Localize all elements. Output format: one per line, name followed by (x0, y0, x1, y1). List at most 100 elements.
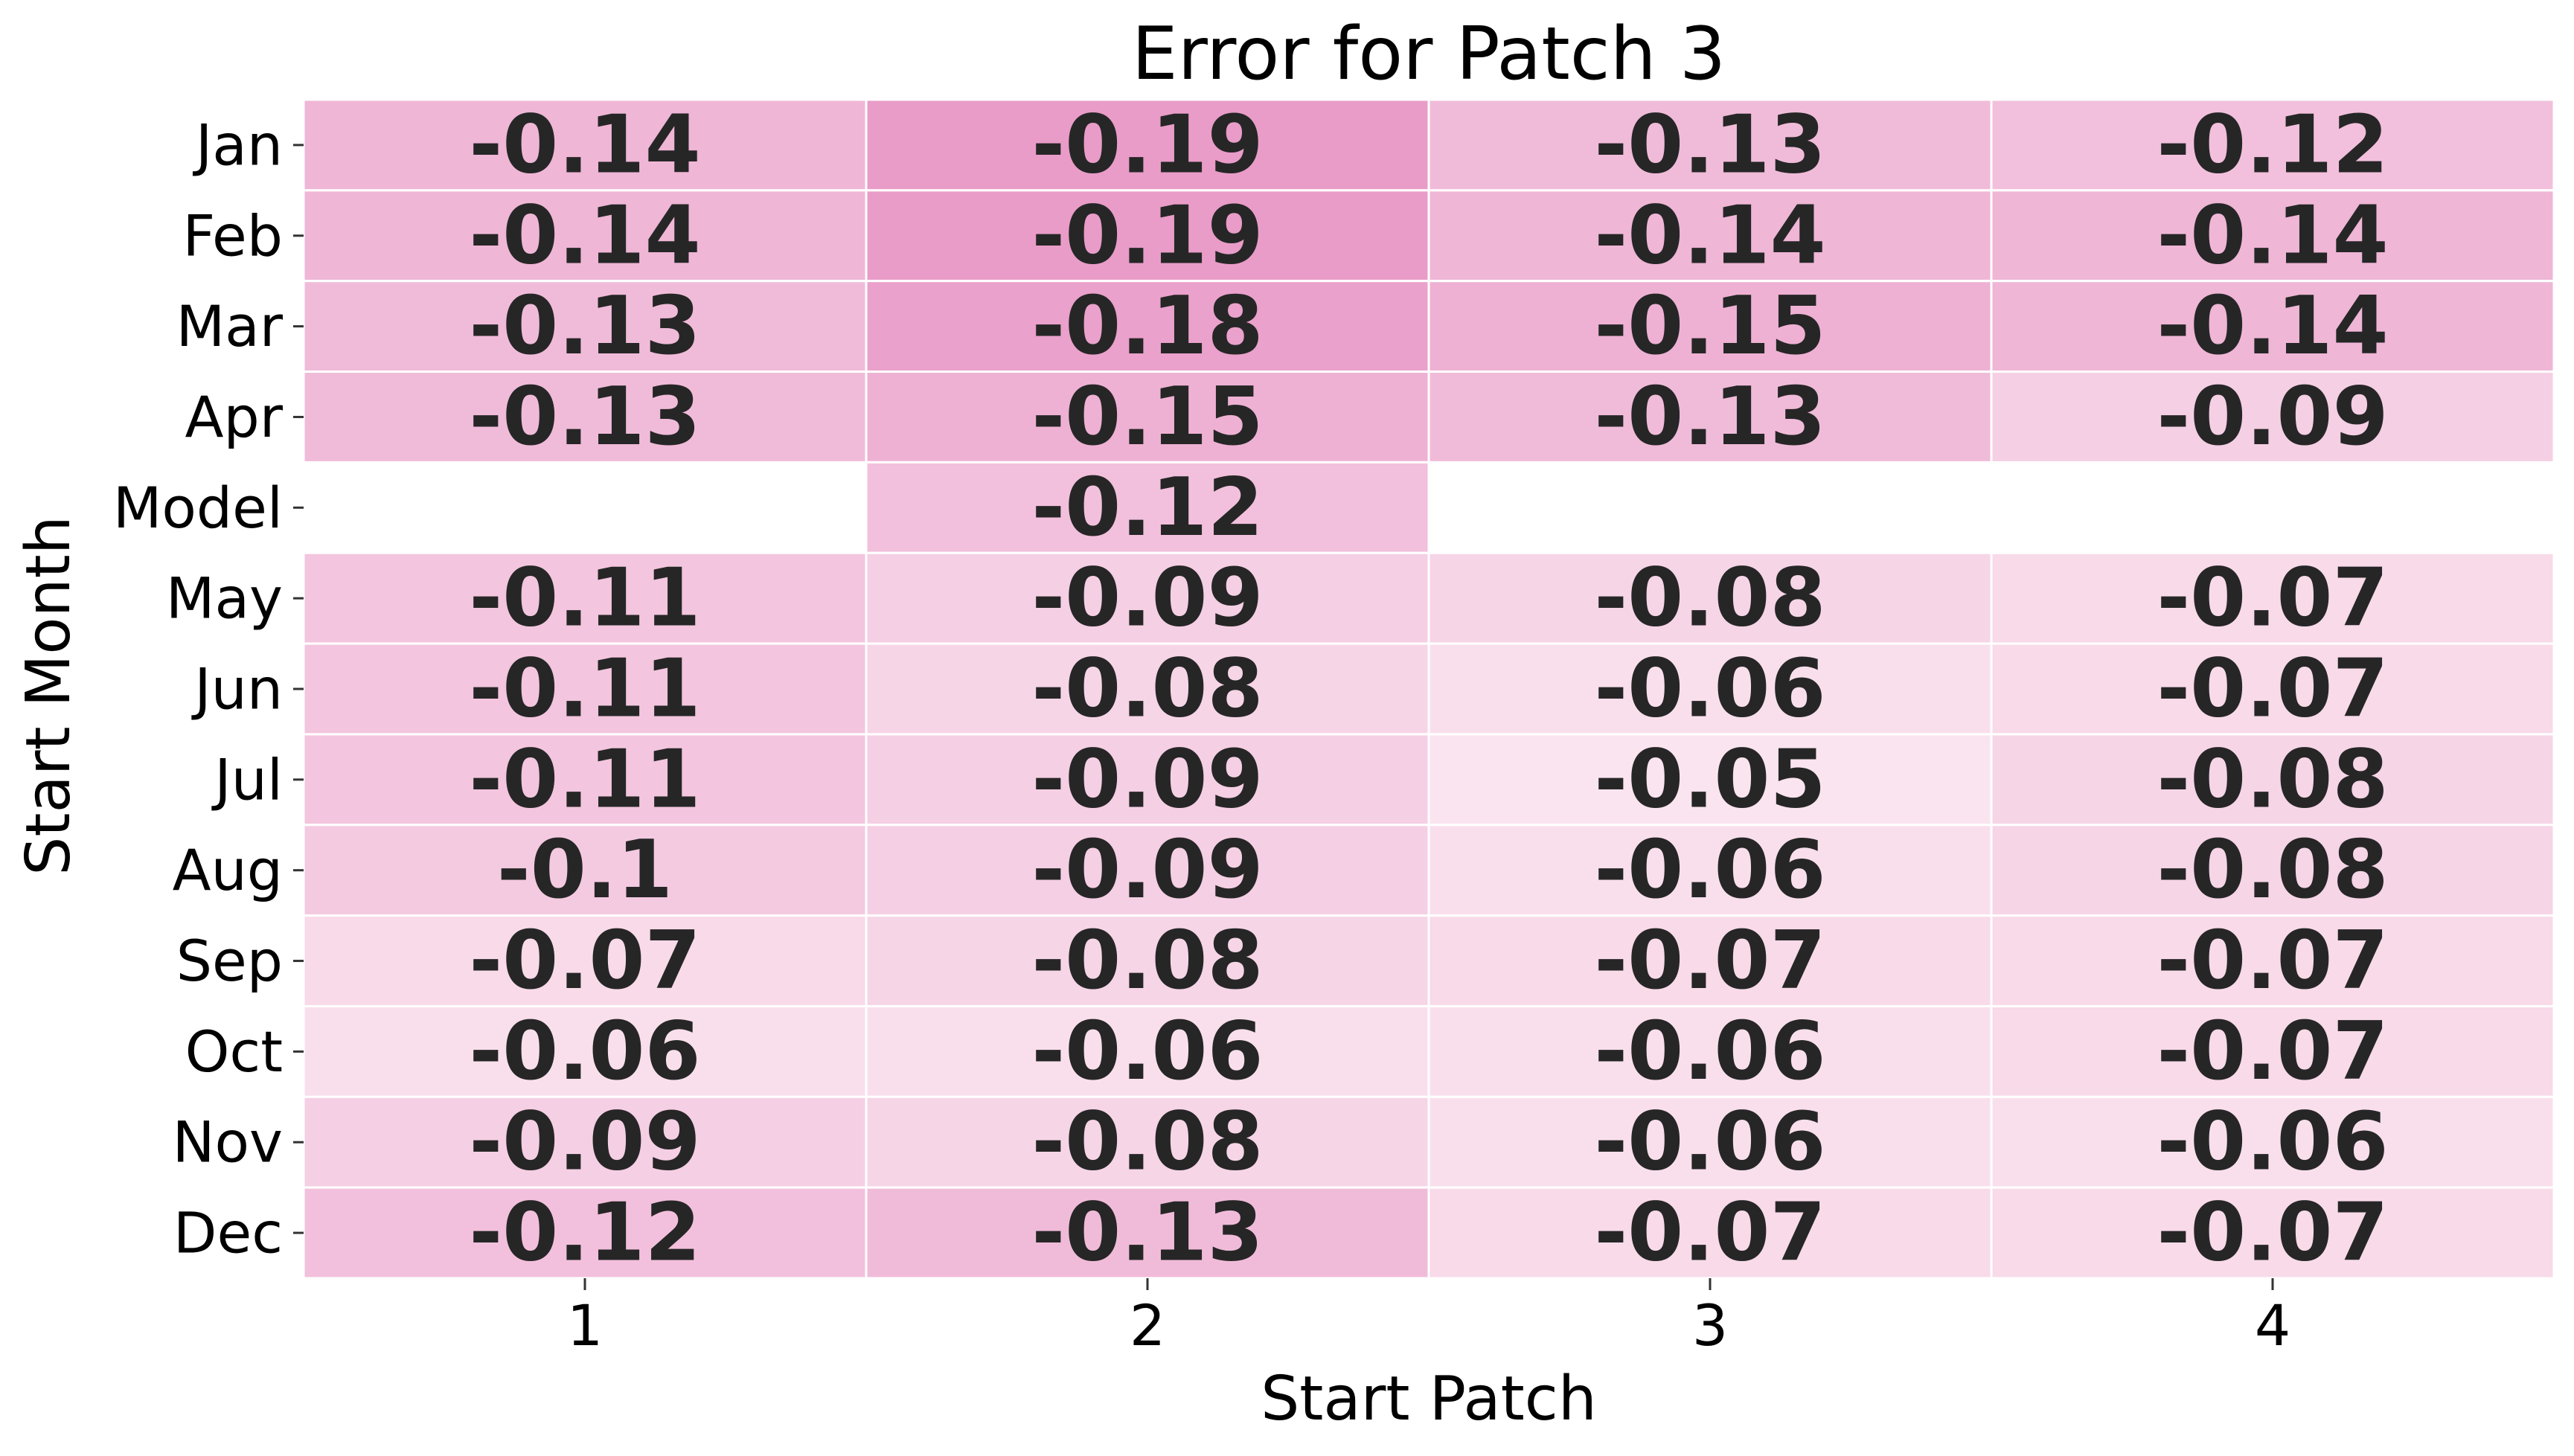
cell-value-label: -0.07 (2157, 1005, 2388, 1098)
cell-value-label: -0.14 (469, 98, 700, 191)
cell-value-labels: -0.14 -0.19 -0.13 -0.12-0.14 -0.19 -0.14 -0.14… (469, 98, 2388, 1279)
cell-value-label: -0.06 (1031, 1005, 1263, 1098)
heatmap-cell (1990, 98, 2555, 192)
x-tick-label: 1 (567, 1292, 603, 1359)
heatmap-cell (302, 98, 868, 192)
cell-value-label: -0.13 (1031, 1187, 1263, 1280)
heatmap-cell (302, 551, 868, 645)
cell-value-label: -0.19 (1031, 189, 1263, 282)
heatmap-cell (1990, 1186, 2555, 1280)
heatmap-cell (1990, 189, 2555, 283)
y-tick-label: May (166, 565, 283, 632)
y-tick-label: Oct (185, 1019, 283, 1085)
y-tick-label: Apr (185, 384, 284, 450)
cell-value-label: -0.14 (1594, 189, 1825, 282)
cell-value-label: -0.1 (497, 824, 673, 917)
y-tick-label: Feb (182, 202, 283, 269)
heatmap-cell (302, 1004, 868, 1098)
cell-value-label: -0.12 (2157, 98, 2388, 191)
heatmap-cell (1991, 462, 2554, 554)
cell-value-label: -0.08 (1031, 643, 1263, 736)
cell-value-label: -0.12 (469, 1187, 700, 1280)
heatmap-cell (865, 914, 1430, 1007)
cell-value-label: -0.13 (1594, 98, 1825, 191)
heatmap-cell (1990, 824, 2555, 917)
cell-value-label: -0.06 (1594, 643, 1825, 736)
cell-value-label: -0.07 (2157, 914, 2388, 1007)
cell-value-label: -0.07 (1594, 1187, 1825, 1280)
heatmap-cell (304, 462, 866, 554)
heatmap-cell (865, 189, 1430, 283)
cell-value-label: -0.07 (2157, 643, 2388, 736)
heatmap-cell (1990, 280, 2555, 373)
x-tick-label: 2 (1130, 1292, 1165, 1359)
heatmap-cell (1427, 824, 1993, 917)
cell-value-label: -0.19 (1031, 98, 1263, 191)
cell-value-label: -0.15 (1031, 371, 1263, 464)
y-axis: Jan Feb Mar Apr Model May Jun Jul Aug Sep Oct Nov De… (113, 112, 304, 1266)
heatmap-cell (302, 371, 868, 464)
heatmap-cell (302, 914, 868, 1007)
x-axis: 1 2 3 4 (567, 1278, 2290, 1359)
heatmap-cell (1990, 733, 2555, 827)
cell-value-label: -0.13 (1594, 371, 1825, 464)
y-tick-label: Jul (211, 746, 283, 812)
cell-value-label: -0.09 (1031, 552, 1263, 645)
cell-value-label: -0.11 (469, 733, 700, 826)
cell-value-label: -0.13 (469, 280, 700, 373)
cell-value-label: -0.07 (2157, 1187, 2388, 1280)
chart-title: Error for Patch 3 (1132, 12, 1726, 97)
cell-value-label: -0.09 (1031, 733, 1263, 826)
heatmap-cell (865, 733, 1430, 827)
heatmap-cell (865, 824, 1430, 917)
cell-value-label: -0.06 (2157, 1096, 2388, 1189)
y-axis-label: Start Month (13, 516, 84, 875)
heatmap-cell (865, 371, 1430, 464)
heatmap-cell (1990, 371, 2555, 464)
cell-value-label: -0.09 (2157, 371, 2388, 464)
x-tick-label: 4 (2255, 1292, 2290, 1359)
cell-value-label: -0.18 (1031, 280, 1263, 373)
cell-value-label: -0.05 (1594, 733, 1825, 826)
heatmap-cell (1990, 551, 2555, 645)
y-tick-label: Jun (191, 656, 283, 722)
heatmap-cell (302, 733, 868, 827)
cell-value-label: -0.07 (1594, 914, 1825, 1007)
heatmap-cell (865, 642, 1430, 736)
cell-value-label: -0.06 (469, 1005, 700, 1098)
y-tick-label: Mar (176, 293, 284, 359)
heatmap-cell (1427, 914, 1993, 1007)
heatmap-cell (1427, 733, 1993, 827)
x-tick-label: 3 (1692, 1292, 1728, 1359)
cell-value-label: -0.12 (1031, 461, 1263, 554)
y-tick-label: Sep (176, 928, 283, 994)
heatmap-cell (865, 98, 1430, 192)
cell-value-label: -0.09 (1031, 824, 1263, 917)
cell-value-label: -0.07 (469, 914, 700, 1007)
cell-value-label: -0.06 (1594, 1096, 1825, 1189)
y-tick-label: Dec (173, 1200, 283, 1266)
cell-value-label: -0.14 (469, 189, 700, 282)
cell-value-label: -0.11 (469, 643, 700, 736)
cell-value-label: -0.06 (1594, 824, 1825, 917)
cell-value-label: -0.13 (469, 371, 700, 464)
cell-value-label: -0.08 (2157, 824, 2388, 917)
cell-value-label: -0.14 (2157, 189, 2388, 282)
cell-value-label: -0.11 (469, 552, 700, 645)
cell-value-label: -0.07 (2157, 552, 2388, 645)
cell-value-label: -0.08 (1031, 914, 1263, 1007)
heatmap-cell (1990, 642, 2555, 736)
cell-value-label: -0.14 (2157, 280, 2388, 373)
y-tick-label: Nov (173, 1109, 283, 1176)
cell-value-label: -0.08 (1594, 552, 1825, 645)
y-tick-label: Jan (193, 112, 283, 178)
heatmap-cell (865, 551, 1430, 645)
cell-value-label: -0.06 (1594, 1005, 1825, 1098)
cell-value-label: -0.15 (1594, 280, 1825, 373)
heatmap-cell (865, 1186, 1430, 1280)
heatmap-cell (865, 461, 1430, 554)
y-tick-label: Aug (173, 837, 283, 903)
heatmap-cell (1429, 462, 1991, 554)
heatmap-cell (1427, 98, 1993, 192)
